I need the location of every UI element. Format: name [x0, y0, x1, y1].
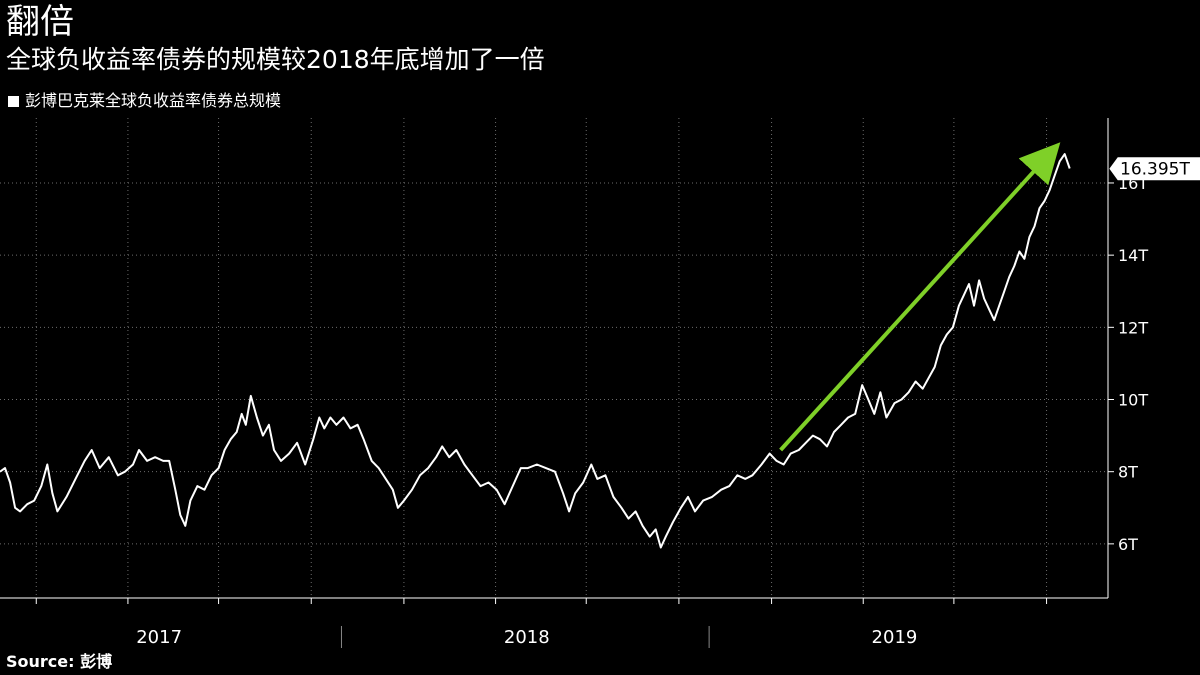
y-tick-label: 8T: [1118, 463, 1138, 482]
x-year-label: 2018: [504, 627, 550, 648]
x-year-label: 2019: [872, 627, 918, 648]
x-axis-labels: 2017 2018 2019: [136, 627, 917, 648]
y-tick-label: 12T: [1118, 318, 1148, 337]
vertical-gridlines: [35, 118, 1048, 598]
annotations: [779, 142, 1061, 452]
last-value-label: 16.395T: [1120, 160, 1190, 180]
horizontal-gridlines: [0, 182, 1114, 545]
x-year-label: 2017: [136, 627, 182, 648]
chart-title: 翻倍: [6, 2, 74, 42]
axes: [0, 118, 1109, 648]
series-group: [0, 153, 1071, 549]
y-tick-label: 6T: [1118, 535, 1138, 554]
series-line: [0, 153, 1071, 549]
last-value-box: [1109, 157, 1200, 181]
trend-arrow: [779, 142, 1061, 452]
y-tick-label: 14T: [1118, 246, 1148, 265]
legend: 彭博巴克莱全球负收益率债券总规模: [8, 91, 281, 111]
legend-label: 彭博巴克莱全球负收益率债券总规模: [25, 91, 282, 110]
last-value-callout: 16.395T: [1109, 157, 1200, 181]
legend-swatch: [8, 95, 19, 107]
chart-subtitle: 全球负收益率债券的规模较2018年底增加了一倍: [6, 45, 545, 74]
source-note: Source: 彭博: [6, 652, 113, 671]
y-tick-label: 10T: [1118, 391, 1148, 410]
